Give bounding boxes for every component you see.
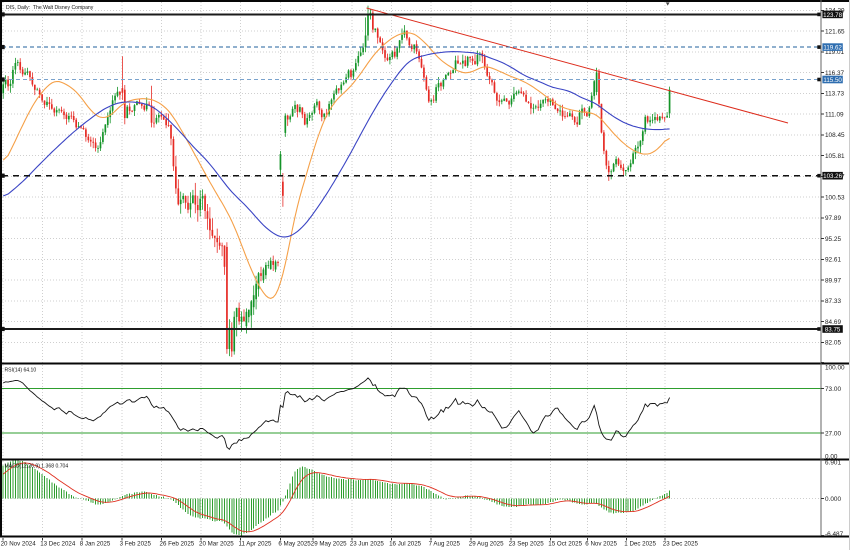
svg-text:87.33: 87.33 bbox=[825, 298, 841, 305]
svg-text:11 Apr 2025: 11 Apr 2025 bbox=[239, 540, 272, 547]
svg-text:0.00: 0.00 bbox=[825, 454, 838, 461]
svg-text:-6.487: -6.487 bbox=[825, 531, 844, 538]
svg-text:3 Feb 2025: 3 Feb 2025 bbox=[120, 540, 152, 547]
svg-text:119.01: 119.01 bbox=[825, 49, 845, 56]
svg-text:13 Dec 2024: 13 Dec 2024 bbox=[40, 540, 76, 547]
svg-text:105.81: 105.81 bbox=[825, 153, 845, 160]
svg-text:DIS, Daily: The Walt Disney C: DIS, Daily: The Walt Disney Company bbox=[6, 5, 94, 11]
svg-text:103.26: 103.26 bbox=[823, 173, 842, 180]
svg-text:89.97: 89.97 bbox=[825, 277, 841, 284]
svg-text:20 Mar 2025: 20 Mar 2025 bbox=[199, 540, 234, 547]
svg-text:100.53: 100.53 bbox=[825, 194, 845, 201]
svg-text:82.05: 82.05 bbox=[825, 340, 841, 347]
svg-text:83.75: 83.75 bbox=[825, 326, 841, 333]
svg-text:29 Aug 2025: 29 Aug 2025 bbox=[469, 540, 504, 547]
svg-text:27.00: 27.00 bbox=[825, 431, 841, 438]
svg-text:23 Dec 2025: 23 Dec 2025 bbox=[663, 540, 699, 547]
svg-text:111.09: 111.09 bbox=[825, 111, 844, 118]
svg-text:92.61: 92.61 bbox=[825, 257, 841, 264]
svg-text:119.62: 119.62 bbox=[823, 45, 842, 52]
svg-text:26 Feb 2025: 26 Feb 2025 bbox=[160, 540, 195, 547]
svg-text:23 Jun 2025: 23 Jun 2025 bbox=[350, 540, 385, 547]
svg-text:123.78: 123.78 bbox=[823, 12, 842, 19]
svg-text:108.45: 108.45 bbox=[825, 132, 845, 139]
svg-text:MACD(12,26,9) 1.368 0.704: MACD(12,26,9) 1.368 0.704 bbox=[5, 464, 69, 470]
svg-text:20 Nov 2024: 20 Nov 2024 bbox=[1, 540, 37, 547]
svg-text:95.25: 95.25 bbox=[825, 236, 841, 243]
svg-text:84.69: 84.69 bbox=[825, 319, 841, 326]
svg-text:73.00: 73.00 bbox=[825, 386, 841, 393]
svg-text:RSI(14) 64.10: RSI(14) 64.10 bbox=[5, 368, 37, 374]
svg-text:6.901: 6.901 bbox=[825, 460, 841, 467]
svg-text:1 Dec 2025: 1 Dec 2025 bbox=[624, 540, 656, 547]
svg-text:116.37: 116.37 bbox=[825, 70, 845, 77]
svg-text:6 Nov 2025: 6 Nov 2025 bbox=[585, 540, 617, 547]
svg-text:97.89: 97.89 bbox=[825, 215, 841, 222]
svg-text:121.65: 121.65 bbox=[825, 28, 845, 35]
svg-text:115.50: 115.50 bbox=[823, 77, 842, 84]
svg-text:100.00: 100.00 bbox=[825, 365, 845, 372]
svg-text:7 Aug 2025: 7 Aug 2025 bbox=[429, 540, 461, 547]
svg-text:23 Sep 2025: 23 Sep 2025 bbox=[509, 540, 545, 547]
svg-text:8 Jan 2025: 8 Jan 2025 bbox=[80, 540, 111, 547]
svg-text:16 Jul 2025: 16 Jul 2025 bbox=[389, 540, 422, 547]
svg-text:113.73: 113.73 bbox=[825, 91, 845, 98]
svg-text:0.000: 0.000 bbox=[825, 496, 841, 503]
svg-text:29 May 2025: 29 May 2025 bbox=[311, 540, 347, 547]
svg-text:15 Oct 2025: 15 Oct 2025 bbox=[548, 540, 582, 547]
svg-text:6 May 2025: 6 May 2025 bbox=[278, 540, 311, 547]
